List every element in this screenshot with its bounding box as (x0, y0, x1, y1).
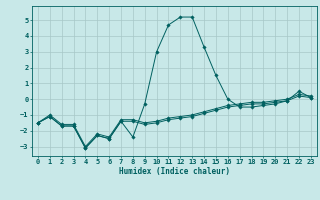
X-axis label: Humidex (Indice chaleur): Humidex (Indice chaleur) (119, 167, 230, 176)
